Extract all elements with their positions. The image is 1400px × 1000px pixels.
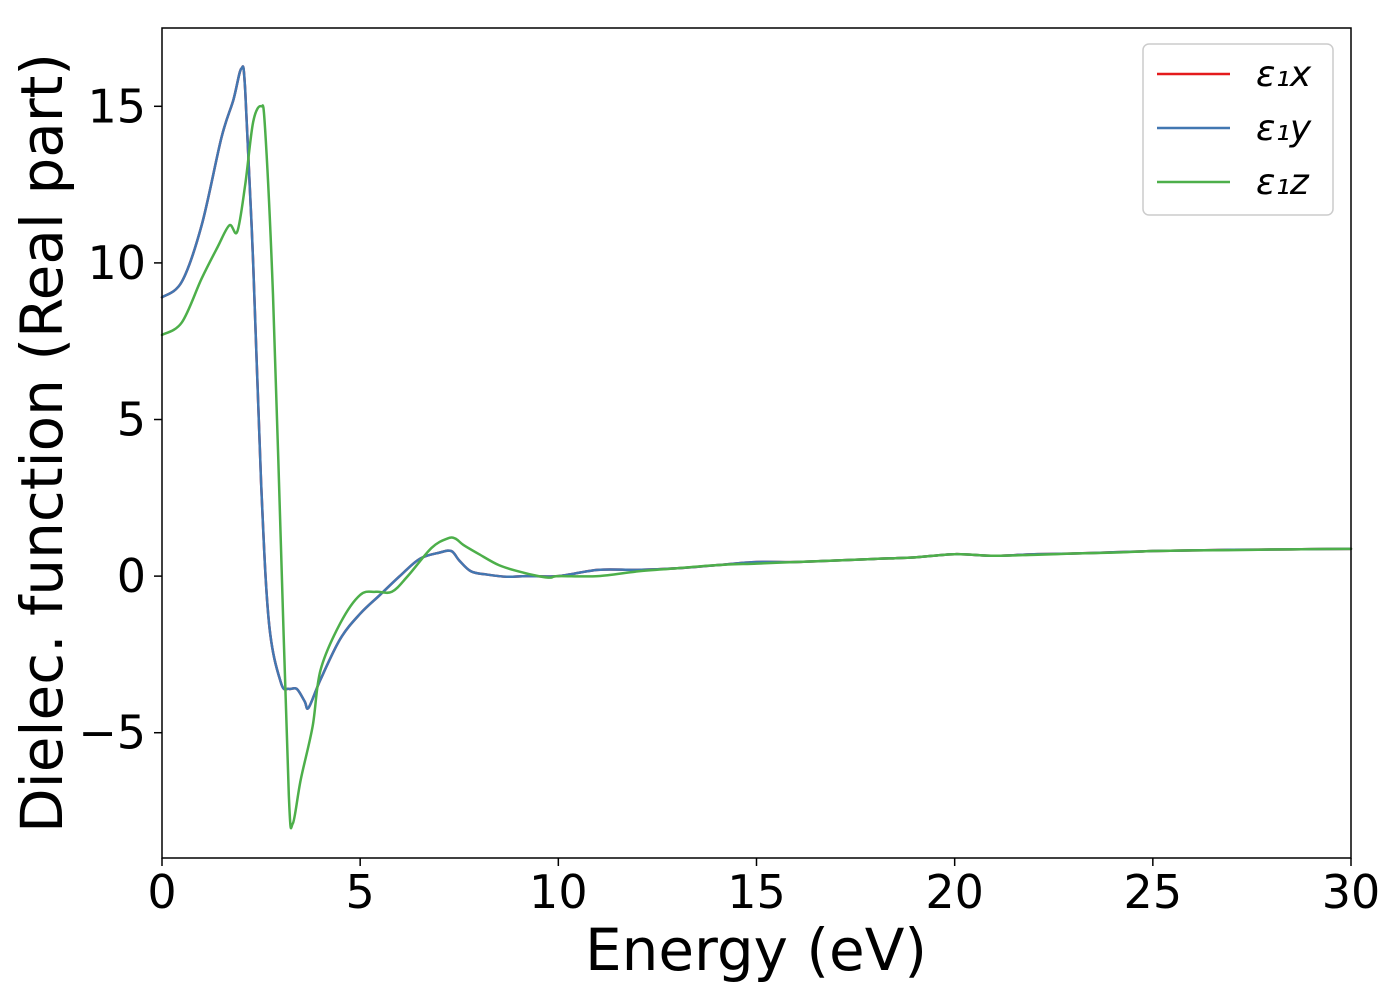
legend-items: ε₁x ε₁y ε₁z <box>1157 54 1312 203</box>
series-line-3 <box>160 104 1353 830</box>
legend-label: ε₁x <box>1256 54 1312 95</box>
legend-label: ε₁y <box>1256 108 1312 149</box>
legend-box <box>1142 43 1334 216</box>
y-tick-label: 0 <box>117 549 146 603</box>
y-axis: −5 0 5 10 15 <box>78 79 162 760</box>
x-tick-label: 25 <box>1124 865 1183 919</box>
x-tick-label: 10 <box>529 865 588 919</box>
y-tick-label: −5 <box>78 706 146 760</box>
x-tick-label: 5 <box>346 865 375 919</box>
legend: ε₁x ε₁y ε₁z <box>1142 43 1334 216</box>
x-tick-label: 30 <box>1322 865 1381 919</box>
x-tick-label: 20 <box>925 865 984 919</box>
y-tick-label: 15 <box>87 79 146 133</box>
x-axis-label: Energy (eV) <box>585 916 927 984</box>
x-axis: 0 5 10 15 20 25 30 <box>147 858 1380 919</box>
series-layer <box>160 65 1353 830</box>
x-tick-label: 15 <box>727 865 786 919</box>
legend-label: ε₁z <box>1256 162 1310 203</box>
y-tick-label: 10 <box>87 236 146 290</box>
y-tick-label: 5 <box>117 393 146 447</box>
x-tick-label: 0 <box>147 865 176 919</box>
y-axis-label: Dielec. function (Real part) <box>8 53 76 833</box>
